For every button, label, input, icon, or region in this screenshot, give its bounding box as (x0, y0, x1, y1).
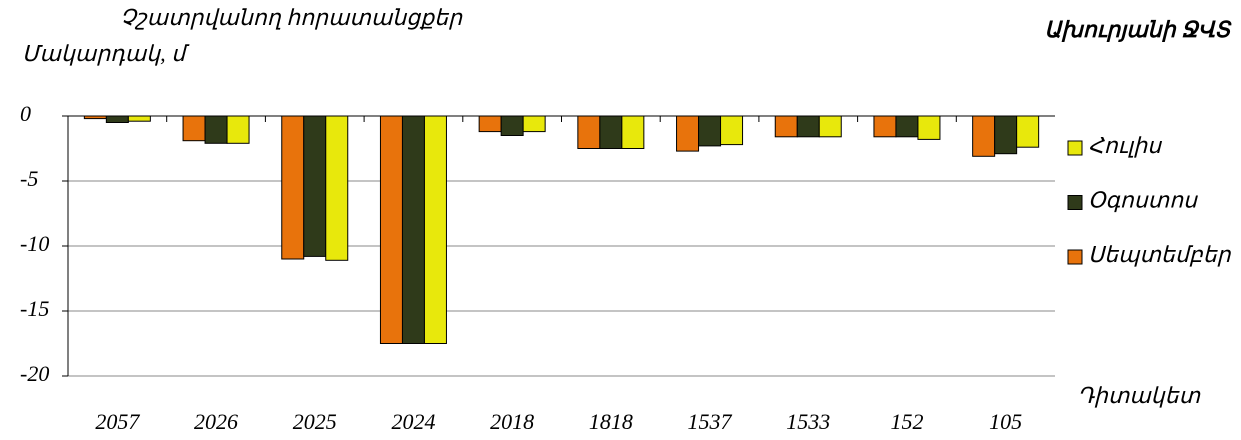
bar (401, 115, 425, 344)
bar (226, 115, 250, 144)
chart-title: Ախուրյանի ՋՎՏ (1044, 17, 1232, 42)
x-tick-label: 2025 (293, 409, 337, 434)
bar (127, 115, 151, 122)
bar (500, 115, 524, 136)
bar (105, 115, 129, 123)
y-tick-label: -5 (20, 166, 38, 191)
x-tick-label: 1537 (688, 409, 733, 434)
bar (522, 115, 546, 133)
bar (577, 115, 601, 149)
bar (478, 115, 502, 133)
y-tick-label: -20 (20, 361, 49, 386)
bar (599, 115, 623, 149)
y-axis-label: Մակարդակ, մ (22, 41, 190, 66)
legend-swatch (1067, 195, 1083, 210)
bar (994, 115, 1018, 155)
bar (720, 115, 744, 146)
bar (873, 115, 897, 138)
bar (204, 115, 228, 144)
bar (676, 115, 700, 152)
legend-label: Հուլիս (1088, 133, 1162, 158)
x-tick-label: 105 (989, 409, 1022, 434)
y-tick-label: -15 (20, 296, 49, 321)
bar (972, 115, 996, 157)
legend-swatch (1067, 140, 1083, 156)
x-tick-label: 152 (890, 409, 923, 434)
bar (774, 115, 798, 138)
bar (818, 115, 842, 138)
x-axis-label: Դիտակետ (1077, 383, 1200, 408)
bar (698, 115, 722, 147)
bar (303, 115, 327, 257)
bar (796, 115, 820, 138)
x-tick-label: 1818 (589, 409, 633, 434)
y-tick-label: -10 (20, 231, 49, 256)
x-tick-label: 2057 (95, 409, 140, 434)
bar (895, 115, 919, 138)
bar (423, 115, 447, 344)
bar (1016, 115, 1040, 148)
bar (379, 115, 403, 344)
y-tick-label: 0 (20, 101, 31, 126)
x-tick-label: 2018 (490, 409, 534, 434)
legend-swatch (1067, 249, 1083, 265)
x-tick-label: 2024 (391, 409, 435, 434)
bar (182, 115, 206, 142)
bar (325, 115, 349, 261)
bar (281, 115, 305, 260)
chart-subtitle: Չշատրվանող հորատանցքեր (120, 5, 463, 30)
bar (917, 115, 941, 140)
legend-label: Օգոստոս (1088, 188, 1198, 213)
legend-label: Սեպտեմբեր (1088, 242, 1232, 267)
bar (621, 115, 645, 149)
x-tick-label: 2026 (194, 409, 238, 434)
x-tick-label: 1533 (786, 409, 830, 434)
